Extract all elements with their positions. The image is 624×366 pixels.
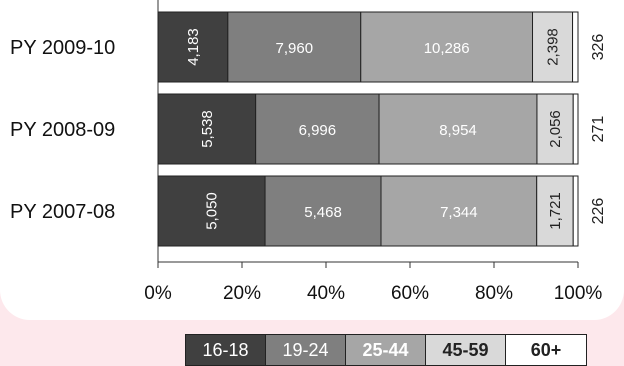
- bar-segment: [264, 175, 382, 247]
- data-label: 271: [590, 116, 607, 143]
- data-label: 326: [590, 34, 607, 61]
- x-tick-label: 60%: [391, 283, 429, 304]
- legend-item: 25-44: [346, 335, 426, 365]
- bar-segment: [380, 175, 538, 247]
- x-tick-label: 20%: [223, 283, 261, 304]
- bar-segment: [572, 175, 579, 247]
- bar-segment: [157, 93, 257, 165]
- bar-segment: [157, 175, 266, 247]
- legend-item: 60+: [506, 335, 586, 365]
- legend-item: 45-59: [426, 335, 506, 365]
- bar-segment: [532, 11, 574, 83]
- data-label: 5,538: [199, 110, 216, 148]
- bar-segment: [572, 93, 579, 165]
- data-label: 5,468: [304, 204, 342, 221]
- legend-item: 16-18: [186, 335, 266, 365]
- data-label: 4,183: [185, 28, 202, 66]
- data-label: 2,056: [547, 110, 564, 148]
- data-label: 8,954: [439, 122, 477, 139]
- data-label: 7,344: [440, 204, 478, 221]
- data-label: 1,721: [547, 192, 564, 230]
- data-label: 6,996: [299, 122, 337, 139]
- category-label: PY 2008-09: [10, 119, 115, 141]
- x-tick-label: 80%: [475, 283, 513, 304]
- bar-segment: [227, 11, 362, 83]
- x-tick-label: 0%: [144, 283, 172, 304]
- data-label: 2,398: [545, 28, 562, 66]
- data-label: 5,050: [204, 192, 221, 230]
- x-tick-label: 100%: [554, 283, 603, 304]
- bar-segment: [360, 11, 534, 83]
- bar-segment: [536, 175, 574, 247]
- data-label: 7,960: [276, 40, 314, 57]
- category-label: PY 2007-08: [10, 201, 115, 223]
- bar-segment: [378, 93, 538, 165]
- legend: 16-18 19-24 25-44 45-59 60+: [185, 334, 587, 366]
- data-label: 226: [590, 198, 607, 225]
- stacked-bar-chart: 0% 20% 40% 60% 80% 100% PY 2009-10 4,183 7,960 10…: [10, 0, 607, 304]
- bar-segment: [572, 11, 579, 83]
- x-tick-label: 40%: [307, 283, 345, 304]
- bar-segment: [157, 11, 229, 83]
- legend-item: 19-24: [266, 335, 346, 365]
- data-label: 10,286: [424, 40, 470, 57]
- category-label: PY 2009-10: [10, 37, 115, 59]
- bar-segment: [255, 93, 380, 165]
